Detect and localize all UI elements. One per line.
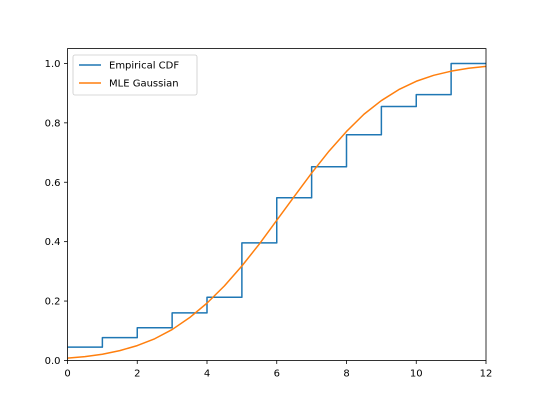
- y-tick-label: 1.0: [45, 59, 61, 70]
- y-tick-label: 0.6: [45, 178, 61, 189]
- legend-label-mle-gaussian: MLE Gaussian: [109, 79, 179, 90]
- x-tick-label: 8: [343, 368, 349, 379]
- x-tick-label: 6: [274, 368, 280, 379]
- series-layer: [67, 62, 487, 359]
- x-tick-label: 10: [410, 368, 423, 379]
- x-tick-label: 2: [134, 368, 140, 379]
- x-tick-label: 0: [64, 368, 70, 379]
- y-axis: 0.0 0.2 0.4 0.6 0.8 1.0: [45, 59, 68, 367]
- x-tick-label: 12: [480, 368, 493, 379]
- y-tick-label: 0.8: [45, 118, 61, 129]
- y-tick-label: 0.2: [45, 297, 61, 308]
- x-tick-label: 4: [204, 368, 210, 379]
- legend-label-empirical-cdf: Empirical CDF: [109, 61, 179, 72]
- legend-box: [72, 54, 198, 96]
- y-tick-label: 0.4: [45, 237, 61, 248]
- x-axis: 0 2 4 6 8 10 12: [64, 360, 492, 379]
- y-tick-label: 0.0: [45, 356, 61, 367]
- series-line-mle-gaussian: [67, 65, 487, 359]
- legend: Empirical CDF MLE Gaussian: [72, 54, 198, 96]
